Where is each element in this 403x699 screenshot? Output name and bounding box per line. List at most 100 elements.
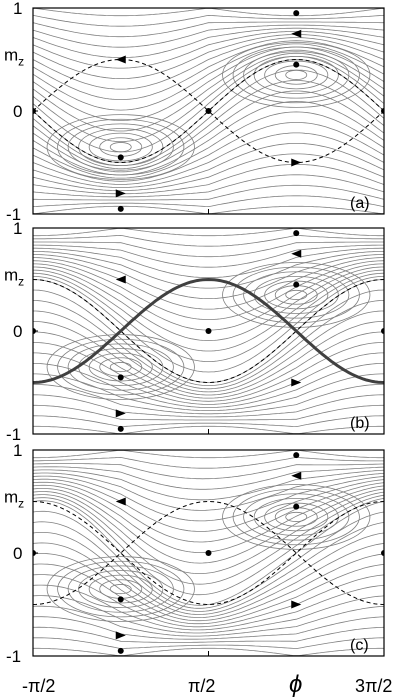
closed-orbit xyxy=(57,338,185,396)
streamline xyxy=(33,163,384,195)
streamline xyxy=(33,100,384,176)
closed-orbit xyxy=(57,560,185,618)
streamline xyxy=(33,111,384,179)
streamline xyxy=(33,310,384,393)
separatrix-dashed xyxy=(33,58,384,164)
direction-arrow xyxy=(115,275,126,284)
direction-arrow xyxy=(291,378,302,387)
streamline xyxy=(33,415,384,428)
fixed-point-dot xyxy=(205,108,212,114)
closed-orbit xyxy=(243,493,350,541)
closed-orbit xyxy=(78,570,164,608)
closed-orbit xyxy=(88,352,153,382)
x-axis-label: ϕ xyxy=(289,671,302,698)
streamline xyxy=(33,174,384,198)
y-tick-label: 1 xyxy=(13,441,22,460)
direction-arrow xyxy=(115,631,126,640)
streamline xyxy=(33,342,384,402)
streamline xyxy=(33,394,384,418)
y-axis-label: mz xyxy=(4,265,24,288)
fixed-point-dot xyxy=(293,503,300,510)
closed-orbit xyxy=(222,484,371,550)
streamline xyxy=(33,500,384,606)
fixed-point-dot xyxy=(293,230,300,237)
fixed-point-dot xyxy=(117,425,124,432)
direction-arrow xyxy=(115,497,126,506)
streamline xyxy=(33,122,384,182)
separatrix-dashed xyxy=(33,279,384,384)
streamline xyxy=(33,251,384,289)
bold-trajectory xyxy=(33,277,384,384)
streamline xyxy=(33,272,384,362)
streamline xyxy=(33,425,384,434)
streamline xyxy=(33,31,384,69)
panel-label: (c) xyxy=(350,637,369,654)
streamline xyxy=(33,263,384,331)
fixed-point-dot xyxy=(117,205,124,212)
streamline xyxy=(33,34,384,79)
streamline xyxy=(33,27,384,59)
fixed-point-dot xyxy=(293,452,300,459)
closed-orbit xyxy=(222,42,371,108)
fixed-point-dot xyxy=(293,281,300,288)
streamline xyxy=(33,260,384,320)
y-axis-labels: 1 0 -1 mz 1 0 -1 mz 1 0 -1 mz xyxy=(4,0,24,666)
y-tick-label: 1 xyxy=(13,0,22,18)
y-tick-label: 0 xyxy=(13,544,22,563)
y-axis-label: mz xyxy=(4,45,24,68)
streamline xyxy=(33,478,384,532)
panel-a: (a) xyxy=(32,7,385,215)
closed-orbit xyxy=(232,488,360,546)
streamline xyxy=(33,184,384,201)
streamline xyxy=(33,574,384,628)
panels-layer: (a) (b) (c) xyxy=(32,7,385,657)
streamline xyxy=(33,56,384,153)
panel-label: (a) xyxy=(350,195,370,212)
streamline xyxy=(33,647,384,656)
closed-orbit xyxy=(222,262,371,328)
closed-orbit xyxy=(46,334,195,400)
streamline xyxy=(33,244,384,268)
streamline xyxy=(33,481,384,543)
streamline xyxy=(33,532,384,615)
direction-arrow xyxy=(291,158,302,167)
closed-orbit xyxy=(264,280,329,310)
streamline xyxy=(33,69,384,166)
closed-orbit xyxy=(109,142,132,153)
closed-orbit xyxy=(232,266,360,324)
streamline xyxy=(33,52,384,142)
streamline xyxy=(33,404,384,421)
fixed-point-dot xyxy=(381,328,384,334)
fixed-point-dot xyxy=(205,328,212,334)
streamline xyxy=(33,143,384,188)
streamline xyxy=(33,228,384,237)
y-tick-label: 0 xyxy=(13,322,22,341)
closed-orbit xyxy=(274,65,318,85)
closed-orbit xyxy=(243,51,350,99)
closed-orbit xyxy=(99,137,143,157)
fixed-point-dot xyxy=(205,550,212,556)
closed-orbit xyxy=(253,56,339,94)
streamline xyxy=(33,363,384,408)
streamline xyxy=(33,331,384,399)
panel-b: (b) xyxy=(32,227,385,435)
closed-orbit xyxy=(232,46,360,104)
panel-label: (b) xyxy=(350,415,370,432)
streamline xyxy=(33,254,384,299)
streamline xyxy=(33,247,384,279)
closed-orbit xyxy=(46,556,195,622)
streamline xyxy=(33,383,384,415)
streamline xyxy=(33,40,384,100)
closed-orbit xyxy=(88,574,153,604)
closed-orbit xyxy=(57,118,185,176)
streamline xyxy=(33,553,384,622)
streamline xyxy=(33,257,384,310)
streamline xyxy=(33,497,384,596)
streamline xyxy=(33,542,384,618)
streamline xyxy=(33,241,384,258)
separatrix-dashed-mirror xyxy=(33,58,384,164)
fixed-point-dot xyxy=(381,550,384,556)
closed-orbit xyxy=(285,511,308,522)
closed-orbit xyxy=(264,502,329,532)
